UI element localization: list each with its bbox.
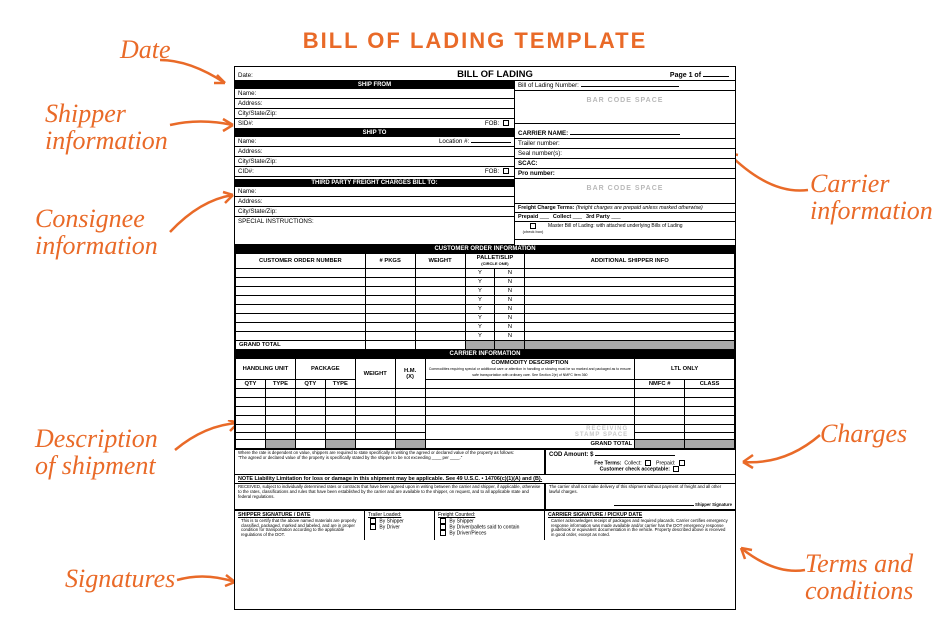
annotation-shipper: Shipper information bbox=[45, 100, 168, 155]
arrow-date bbox=[150, 55, 240, 95]
barcode-space-1: BAR CODE SPACE bbox=[515, 91, 735, 124]
special-instructions: SPECIAL INSTRUCTIONS: bbox=[235, 217, 514, 245]
table-row bbox=[236, 416, 735, 425]
table-row bbox=[236, 407, 735, 416]
received-note: RECEIVED, subject to individually determ… bbox=[235, 484, 545, 509]
table-row: YN bbox=[236, 323, 735, 332]
arrow-shipper bbox=[165, 113, 245, 143]
ship-from-sid: SID#: bbox=[235, 119, 375, 128]
cod-amount: COD Amount: $ bbox=[546, 450, 735, 459]
fee-terms: Fee Terms: Collect: Prepaid: Customer ch… bbox=[546, 459, 735, 474]
table-row: YN bbox=[236, 296, 735, 305]
annotation-description: Description of shipment bbox=[35, 425, 158, 480]
form-title: BILL OF LADING bbox=[355, 69, 635, 80]
annotation-terms: Terms and conditions bbox=[805, 550, 913, 605]
annotation-carrier: Carrier information bbox=[810, 170, 933, 225]
arrow-terms bbox=[735, 540, 810, 580]
table-row: YN bbox=[236, 287, 735, 296]
liability-note: NOTE Liability Limitation for loss or da… bbox=[235, 475, 735, 484]
table-row: YN bbox=[236, 269, 735, 278]
carrier-info-table: HANDLING UNIT PACKAGE WEIGHT H.M. (X) CO… bbox=[235, 358, 735, 449]
pro-number: Pro number: bbox=[515, 169, 735, 179]
annotation-charges: Charges bbox=[820, 420, 907, 447]
scac: SCAC: bbox=[515, 159, 735, 169]
freight-terms-options: Prepaid ___ Collect ___ 3rd Party ___ bbox=[515, 213, 735, 222]
ship-from-fob: FOB: bbox=[375, 119, 515, 128]
table-row: YN bbox=[236, 278, 735, 287]
customer-order-table: CUSTOMER ORDER NUMBER # PKGS WEIGHT PALL… bbox=[235, 253, 735, 350]
ship-from-name: Name: bbox=[235, 89, 514, 99]
seal-numbers: Seal number(s): bbox=[515, 149, 735, 159]
table-row bbox=[236, 389, 735, 398]
freight-charge-terms: Freight Charge Terms: (freight charges a… bbox=[515, 204, 735, 213]
ship-to-fob: FOB: bbox=[375, 167, 515, 176]
tp-name: Name: bbox=[235, 187, 514, 197]
ship-from-address: Address: bbox=[235, 99, 514, 109]
table-row bbox=[236, 398, 735, 407]
cust-order-band: CUSTOMER ORDER INFORMATION bbox=[235, 245, 735, 253]
ship-to-name: Name: bbox=[235, 137, 375, 146]
ship-from-band: SHIP FROM bbox=[235, 81, 514, 89]
table-row: YN bbox=[236, 305, 735, 314]
bol-number-label: Bill of Lading Number: bbox=[515, 81, 735, 91]
table-row: YN bbox=[236, 332, 735, 341]
ship-to-location: Location #: bbox=[375, 137, 515, 146]
annotation-consignee: Consignee information bbox=[35, 205, 158, 260]
ship-to-cid: CID#: bbox=[235, 167, 375, 176]
bill-of-lading-form: Date: BILL OF LADING Page 1 of SHIP FROM… bbox=[234, 66, 736, 610]
ship-from-csz: City/State/Zip: bbox=[235, 109, 514, 119]
carrier-name: CARRIER NAME: bbox=[515, 129, 735, 139]
barcode-space-2: BAR CODE SPACE bbox=[515, 179, 735, 204]
tp-address: Address: bbox=[235, 197, 514, 207]
third-party-band: THIRD PARTY FREIGHT CHARGES BILL TO: bbox=[235, 179, 514, 187]
page-of: Page 1 of bbox=[635, 70, 735, 80]
form-header: Date: BILL OF LADING Page 1 of bbox=[235, 67, 735, 81]
date-label: Date: bbox=[235, 71, 355, 80]
rate-note: Where the rate is dependent on value, sh… bbox=[235, 450, 545, 474]
signature-grid: SHIPPER SIGNATURE / DATE This is to cert… bbox=[235, 510, 735, 541]
trailer-number: Trailer number: bbox=[515, 139, 735, 149]
arrow-charges bbox=[735, 430, 825, 470]
ship-to-csz: City/State/Zip: bbox=[235, 157, 514, 167]
carrier-no-deliver: The carrier shall not make delivery of t… bbox=[545, 484, 735, 509]
ship-to-address: Address: bbox=[235, 147, 514, 157]
arrow-consignee bbox=[165, 190, 245, 240]
ship-to-band: SHIP TO bbox=[235, 129, 514, 137]
table-row: YN bbox=[236, 314, 735, 323]
master-bol: (check box) Master Bill of Lading: with … bbox=[515, 222, 735, 240]
carrier-info-band: CARRIER INFORMATION bbox=[235, 350, 735, 358]
annotation-signatures: Signatures bbox=[65, 565, 175, 592]
tp-csz: City/State/Zip: bbox=[235, 207, 514, 217]
